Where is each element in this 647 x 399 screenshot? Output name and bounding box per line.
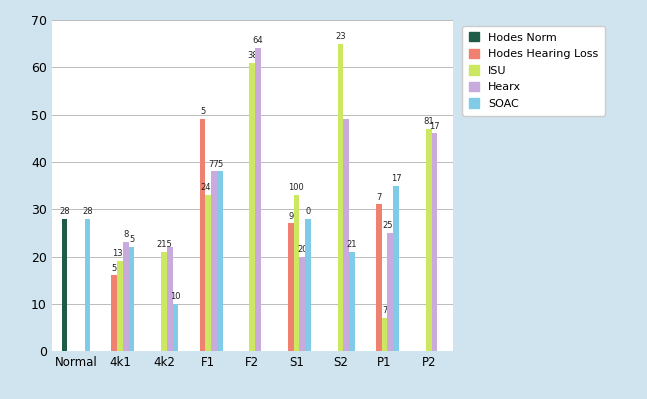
Bar: [250, 63, 255, 351]
Bar: [255, 48, 261, 351]
Bar: [300, 257, 305, 351]
Legend: Hodes Norm, Hodes Hearing Loss, ISU, Hearx, SOAC: Hodes Norm, Hodes Hearing Loss, ISU, Hea…: [463, 26, 605, 115]
Text: 28: 28: [60, 207, 70, 216]
Bar: [393, 186, 399, 351]
Bar: [61, 219, 67, 351]
Text: 17: 17: [391, 174, 401, 183]
Text: 7: 7: [376, 193, 382, 201]
Bar: [388, 233, 393, 351]
Text: 21: 21: [347, 240, 357, 249]
Text: 38: 38: [247, 51, 258, 60]
Text: 248: 248: [201, 183, 216, 192]
Text: 23: 23: [335, 32, 345, 41]
Bar: [129, 247, 135, 351]
Bar: [205, 195, 211, 351]
Bar: [85, 219, 91, 351]
Bar: [211, 171, 217, 351]
Text: 81: 81: [423, 117, 434, 126]
Text: 215: 215: [157, 240, 172, 249]
Text: 8: 8: [123, 231, 129, 239]
Text: 28: 28: [82, 207, 93, 216]
Text: 100: 100: [289, 183, 304, 192]
Bar: [349, 252, 355, 351]
Bar: [305, 219, 311, 351]
Bar: [376, 204, 382, 351]
Text: 64: 64: [253, 36, 263, 45]
Text: 0: 0: [305, 207, 311, 216]
Bar: [111, 275, 117, 351]
Text: 5: 5: [112, 264, 117, 273]
Text: 17: 17: [429, 122, 440, 130]
Text: 20: 20: [297, 245, 307, 254]
Bar: [161, 252, 167, 351]
Bar: [338, 43, 344, 351]
Bar: [117, 261, 123, 351]
Text: 5: 5: [200, 107, 205, 117]
Bar: [294, 195, 300, 351]
Text: 5: 5: [217, 160, 223, 168]
Text: 9: 9: [288, 211, 293, 221]
Bar: [217, 171, 223, 351]
Bar: [382, 318, 388, 351]
Bar: [123, 242, 129, 351]
Bar: [167, 247, 173, 351]
Text: 10: 10: [170, 292, 181, 301]
Bar: [344, 119, 349, 351]
Text: 130: 130: [112, 249, 128, 259]
Text: 77: 77: [208, 160, 219, 168]
Bar: [200, 119, 205, 351]
Text: 5: 5: [129, 235, 134, 244]
Bar: [173, 304, 179, 351]
Bar: [432, 134, 437, 351]
Bar: [288, 223, 294, 351]
Text: 251: 251: [382, 221, 398, 230]
Bar: [426, 129, 432, 351]
Text: 7: 7: [382, 306, 388, 315]
